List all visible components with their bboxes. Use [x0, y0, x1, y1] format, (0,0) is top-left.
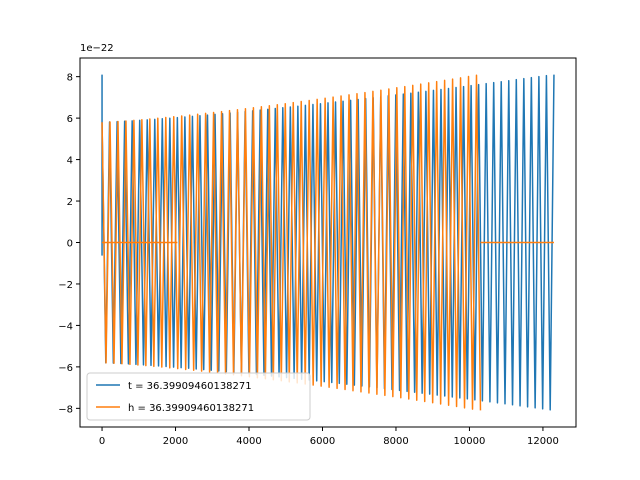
- x-tick-label: 8000: [383, 436, 408, 447]
- series-layer: [101, 74, 555, 411]
- series-line: [101, 74, 482, 411]
- legend-label-h: h = 36.39909460138271: [128, 403, 254, 414]
- y-tick-label: 4: [67, 156, 73, 167]
- y-tick-label: 2: [67, 197, 73, 208]
- y-tick-label: 8: [67, 73, 73, 84]
- y-tick-label: 0: [67, 239, 73, 250]
- legend-box: [86, 372, 311, 421]
- y-tick-label: 6: [67, 114, 73, 125]
- y-axis-ticks: −8 −6 −4 −2 0 2 4 6 8: [58, 73, 80, 415]
- x-tick-label: 2000: [163, 436, 188, 447]
- y-tick-label: −6: [58, 363, 73, 374]
- series-h: [101, 74, 554, 411]
- legend-label-t: t = 36.39909460138271: [128, 381, 252, 392]
- x-tick-label: 4000: [236, 436, 261, 447]
- x-tick-label: 0: [99, 436, 105, 447]
- x-tick-label: 6000: [310, 436, 335, 447]
- x-axis-ticks: 0 2000 4000 6000 8000 10000 12000: [99, 427, 559, 447]
- y-offset-label: 1e−22: [80, 43, 114, 54]
- y-tick-label: −4: [58, 321, 73, 332]
- y-tick-label: −2: [58, 280, 73, 291]
- x-tick-label: 12000: [527, 436, 559, 447]
- x-tick-label: 10000: [454, 436, 486, 447]
- y-tick-label: −8: [58, 404, 73, 415]
- legend: t = 36.39909460138271 h = 36.39909460138…: [86, 372, 311, 421]
